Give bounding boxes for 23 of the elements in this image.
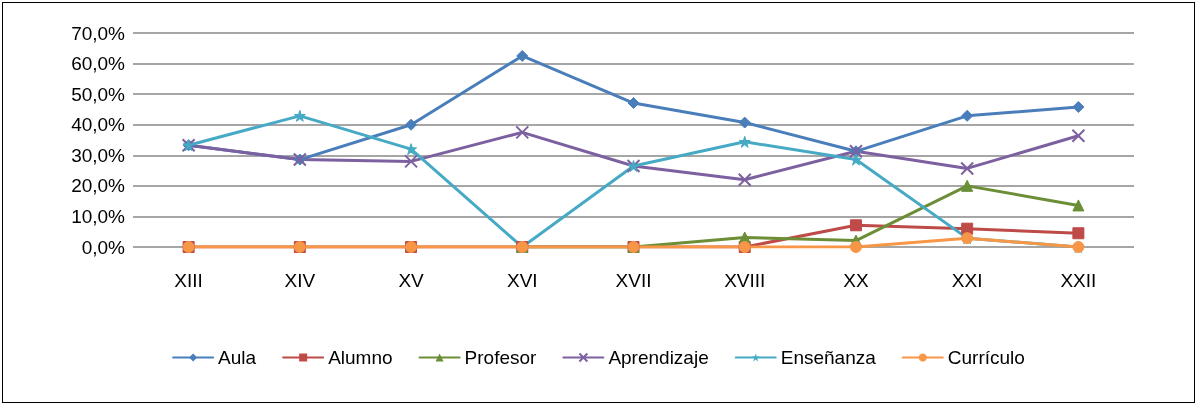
- legend-label: Profesor: [464, 347, 538, 368]
- y-tick-label: 40,0%: [71, 114, 126, 136]
- legend-label: Currículo: [947, 347, 1025, 368]
- x-tick-label: XXII: [1060, 270, 1097, 291]
- y-tick-label: 70,0%: [71, 22, 126, 44]
- legend-label: Aprendizaje: [608, 347, 709, 368]
- x-tick-label: XV: [398, 270, 425, 291]
- y-tick-label: 60,0%: [71, 53, 126, 75]
- x-tick-label: XVI: [506, 270, 538, 291]
- x-tick-label: XVII: [615, 270, 652, 291]
- x-tick-label: XVIII: [724, 270, 766, 291]
- x-tick-label: XXI: [951, 270, 983, 291]
- y-tick-label: 50,0%: [71, 83, 126, 105]
- x-tick-label: XIV: [284, 270, 316, 291]
- y-tick-label: 20,0%: [71, 175, 126, 197]
- legend-label: Enseñanza: [780, 347, 877, 368]
- x-tick-label: XIII: [174, 270, 203, 291]
- y-tick-label: 30,0%: [71, 144, 126, 166]
- y-tick-label: 10,0%: [71, 205, 126, 227]
- legend-label: Alumno: [328, 347, 393, 368]
- legend-label: Aula: [218, 347, 257, 368]
- y-tick-label: 0,0%: [81, 236, 126, 258]
- x-tick-label: XX: [843, 270, 869, 291]
